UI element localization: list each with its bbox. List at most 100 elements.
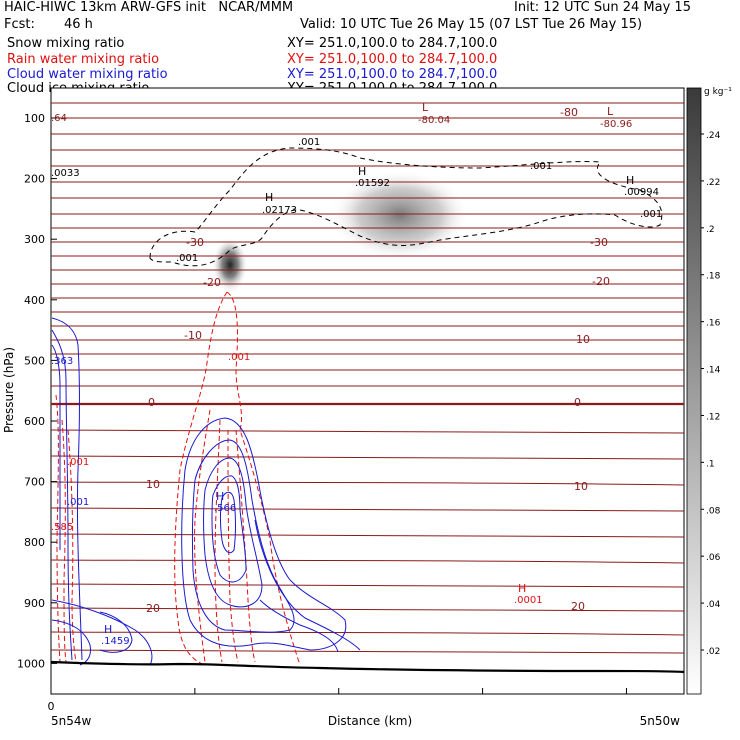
annotation-edge-value: .64 [51,113,67,124]
ground-line [51,660,684,674]
y-tick-label: 700 [24,476,45,489]
isotherm-line [51,181,684,183]
x-tick-label-0: 0 [48,700,55,713]
annotation-high-marker-2: H [626,174,634,187]
isotherm-line [51,241,684,243]
isotherm-line [51,283,684,285]
temp-label-m30-right: -30 [590,236,608,249]
colorbar-tick-label: .12 [706,412,720,422]
y-tick-label: 500 [24,354,45,367]
colorbar-tick-label: .16 [706,319,721,329]
annotation-rain-min: .0001 [514,595,543,606]
annotation-ice-001-right: .001 [530,161,552,172]
annotation-low-1: -80.04 [418,115,450,126]
chart-title: HAIC-HIWC 13km ARW-GFS init NCAR/MMM [4,0,294,15]
isotherm-line [51,269,684,271]
temp-label-10-right: 10 [574,480,588,493]
annotation-high-marker-1: H [358,165,366,178]
cloud-ice-contour [149,147,663,267]
temp-label-m20-right: -20 [592,275,610,288]
annotation-low-marker-1: L [422,101,429,114]
annotation-ice-001-top: .001 [298,137,320,148]
isotherm-line [51,402,684,406]
temp-label-0-right: 0 [574,396,581,409]
annotation-rain-001: .001 [228,352,250,363]
annotation-rain-edge: .585 [51,522,73,533]
annotation-low-marker-2: L [607,105,614,118]
isotherm-line [51,481,684,486]
temp-label-m10-right: -10 [572,333,590,346]
y-tick-label: 100 [24,112,45,125]
y-tick-label: 600 [24,415,45,428]
snow-shading-upper [330,170,470,260]
isotherm-line [51,559,684,564]
temp-label-m20-left: -20 [203,276,221,289]
y-tick-label: 900 [24,597,45,610]
temp-label-m10-left: -10 [184,329,202,342]
colorbar-tick-label: .06 [706,553,721,563]
temp-label-m30-left: -30 [186,236,204,249]
y-axis-label: Pressure (hPa) [2,347,16,433]
x-end-label-left: 5n54w [51,714,92,728]
isotherm-line [51,369,684,371]
temp-label-20-left: 20 [146,602,160,615]
annotation-cloudwater-edge: .363 [51,356,73,367]
isotherm-line [51,227,684,229]
isotherm-line [51,325,684,327]
colorbar-unit: g kg⁻¹ [704,87,732,97]
colorbar-tick-label: .02 [706,647,720,657]
x-end-label-right: 5n50w [640,714,681,728]
isotherm-line [51,102,684,104]
annotation-ice-001-left: .001 [176,253,198,264]
colorbar-tick-label: .08 [706,506,721,516]
annotation-cloudwater-edge-001: .001 [67,497,89,508]
colorbar-tick-label: .22 [706,178,720,188]
legend-cloudwater-label: Cloud water mixing ratio [7,67,168,82]
legend-snow-xy: XY= 251.0,100.0 to 284.7,100.0 [287,36,498,51]
valid-time: Valid: 10 UTC Tue 26 May 15 (07 LST Tue … [300,17,643,32]
y-tick-label: 800 [24,536,45,549]
cloud-water-contour-group [51,317,361,666]
annotation-high-marker-rain: H [518,582,526,595]
temp-label-0-left: 0 [148,396,155,409]
isotherm-line [51,133,684,135]
colorbar-tick-label: .24 [706,131,721,141]
colorbar-tick-label: .14 [706,366,721,376]
temp-label-10-left: 10 [146,478,160,491]
colorbar-tick-label: .2 [706,225,715,235]
x-axis-label: Distance (km) [328,714,412,728]
annotation-cloudwater-max: .566 [214,503,236,514]
x-axis [50,688,627,694]
colorbar-tick-label: .04 [706,600,721,610]
colorbar-tick-label: .1 [706,459,715,469]
annotation-low-2: -80.96 [600,119,632,130]
legend-snow-label: Snow mixing ratio [7,36,125,51]
annotation-group: L -80.04 L -80.96 .64 .001 .001 .001 .00… [51,101,662,647]
init-time: Init: 12 UTC Sun 24 May 15 [514,0,691,15]
isotherm-line [51,197,684,199]
isotherm-line [51,353,684,355]
isotherm-line [51,311,684,313]
y-tick-label: 300 [24,233,45,246]
annotation-high-2: .00994 [624,187,659,198]
annotation-ice-edge: .0033 [51,168,80,179]
y-tick-label: 200 [24,173,45,186]
annotation-cloudwater-2: .1459 [101,636,130,647]
isotherm-line [51,149,684,151]
forecast-hours: 46 h [64,17,93,32]
annotation-ice-001-far-right: .001 [640,209,662,220]
annotation-high-marker-cw: H [216,490,224,503]
y-tick-label: 1000 [17,657,45,670]
temp-label-m80: -80 [560,106,578,119]
colorbar-tick-label: .18 [706,272,721,282]
legend-rain-label: Rain water mixing ratio [7,52,160,67]
annotation-high-3: .02173 [262,205,297,216]
snow-shading-core [212,237,248,293]
y-tick-label: 400 [24,294,45,307]
legend-rain-xy: XY= 251.0,100.0 to 284.7,100.0 [287,52,498,67]
annotation-rain-edge-001: .001 [67,457,89,468]
rain-contour-group [55,291,301,666]
colorbar: .24 .22 .2 .18 .16 .14 .12 .1 .08 .06 .04 .02 g kg⁻… [686,87,732,695]
temp-label-20-right: 20 [571,600,585,613]
